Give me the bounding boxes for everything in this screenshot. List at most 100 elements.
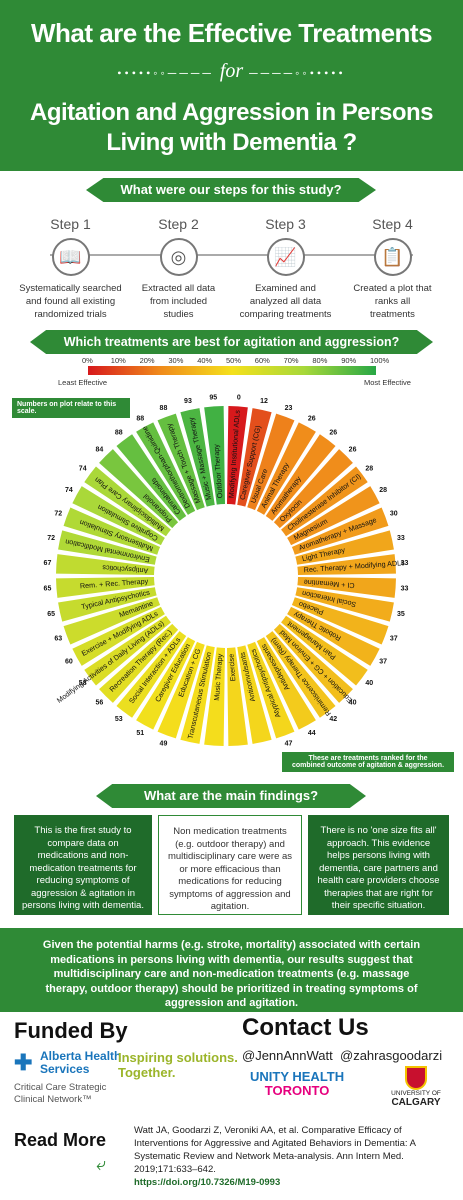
shield-icon [405,1066,427,1090]
findings-heading-banner: What are the main findings? [96,784,366,808]
treatment-segment [247,641,295,739]
treatment-value: 26 [349,446,357,453]
treatment-value: 49 [160,741,168,748]
treatment-value: 58 [79,680,87,687]
treatment-value: 37 [390,635,398,642]
scale-tick-label: 10% [110,356,126,365]
treatment-segment [291,597,389,645]
step-2-label: Step 2 [158,216,199,232]
treatment-segment [297,577,396,598]
treatment-value: 37 [379,659,387,666]
treatment-value: 65 [44,586,52,593]
ucalgary-name-1: UNIVERSITY OF [391,1090,441,1097]
treatment-value: 88 [160,405,168,412]
findings-heading: What are the main findings? [143,788,319,803]
ahs-tagline-1: Inspiring solutions. [118,1050,238,1065]
treatment-value: 23 [285,405,293,412]
ahs-name-2: Services [40,1062,90,1076]
treatment-segment [256,637,316,730]
step-4-desc: Created a plot that ranks all treatments [353,283,432,320]
treatment-label: Exercise [226,654,237,682]
treatment-segment [72,486,165,546]
scale-tick-label: 50% [226,356,242,365]
treatment-value: 12 [260,398,268,405]
treatment-segment [237,645,272,744]
twitter-handle-1[interactable]: @JennAnnWatt [242,1048,333,1063]
treatment-segment [84,466,171,537]
step-3: Step 3 📈 Examined and analyzed all data co… [233,216,338,321]
header: What are the Effective Treatments •••••◦… [0,0,463,171]
scale-tick-label: 40% [197,356,213,365]
most-effective-label: Most Effective [364,378,411,387]
treatment-segment [295,530,394,565]
scale-tick-label: 100% [370,356,390,365]
twitter-handle-2[interactable]: @zahrasgoodarzi [340,1048,443,1063]
step-4-label: Step 4 [372,216,413,232]
treatment-segment [204,647,225,746]
treatment-value: 95 [209,394,217,401]
treatment-value: 42 [329,716,337,723]
treatment-label: Antipsychotics [102,563,149,575]
treatment-segment [116,631,187,718]
treatment-value: 74 [79,466,87,473]
ahs-name-1: Alberta Health [40,1049,122,1063]
title-line-1: What are the Effective Treatments [30,18,433,48]
treatment-segment [180,408,215,507]
title-line-2: Agitation and Aggression in Persons Livi… [0,98,463,158]
scale-tick-label: 20% [139,356,155,365]
treatment-segment [58,530,157,565]
treatment-segment [281,466,368,537]
treatment-segment [84,615,171,686]
treatment-value: 63 [54,635,62,642]
treatment-segment [116,434,187,521]
treatment-segment [287,606,380,666]
treatment-segment [273,623,353,703]
treatment-segment [157,413,205,511]
treatment-value: 84 [96,446,104,453]
scale-note: Numbers on plot relate to this scale. [12,398,130,418]
doi-link[interactable]: https://doi.org/10.7326/M19-0993 [134,1177,281,1188]
treatment-value: 28 [365,466,373,473]
ahs-cross-icon: ✚ [14,1050,33,1075]
treatment-segment [227,647,248,746]
treatment-segment [281,615,368,686]
treatment-value: 40 [365,680,373,687]
treatment-segment [287,486,380,546]
treatment-value: 72 [54,510,62,517]
treatment-segment [265,631,336,718]
funded-by-heading: Funded By [14,1018,128,1043]
treatment-segment [99,449,179,529]
treatment-segment [63,597,161,645]
treatment-segment [56,554,155,575]
clipboard-icon: 📋 [373,238,412,276]
treatment-segment [63,507,161,555]
treatment-value: 93 [184,398,192,405]
treatment-value: 56 [96,699,104,706]
treatment-segment [72,606,165,666]
ranking-note: These are treatments ranked for the combi… [282,752,454,772]
effectiveness-scale-bar [88,366,376,375]
steps-connector-line [50,254,413,256]
step-1-desc: Systematically searched and found all exi… [19,283,122,320]
reference-text: Watt JA, Goodarzi Z, Veroniki AA, et al.… [134,1125,416,1175]
title-line-2b: Living with Dementia ? [106,129,357,156]
treatment-value: 28 [379,487,387,494]
scale-tick-label: 70% [283,356,299,365]
treatment-value: 67 [44,560,52,567]
treatment-segment [157,641,205,739]
treatment-value: 88 [115,430,123,437]
scale-tick-label: 80% [312,356,328,365]
treatment-value: 60 [65,659,73,666]
ahs-network-1: Critical Care Strategic [14,1082,107,1093]
treatment-value: 53 [115,716,123,723]
treatment-label: Outdoor Therapy [211,443,224,498]
treatment-value: 30 [390,510,398,517]
treatment-segment [237,408,272,507]
ahs-network-2: Clinical Network™ [14,1094,92,1105]
treatment-value: 74 [65,487,73,494]
step-1: Step 1 📖 Systematically searched and foun… [18,216,123,321]
treatment-value: 40 [349,699,357,706]
step-3-desc: Examined and analyzed all data comparing t… [239,283,332,320]
steps-row: Step 1 📖 Systematically searched and foun… [0,216,463,326]
